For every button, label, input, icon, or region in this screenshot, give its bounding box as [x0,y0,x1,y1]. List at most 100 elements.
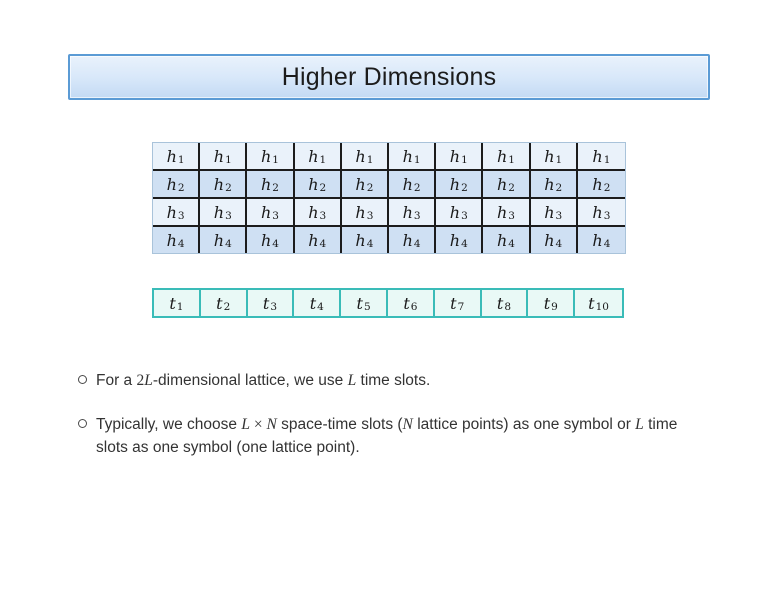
text-segment: For a [96,372,137,389]
math-subscript: 1 [508,154,515,166]
math-base: h [592,230,603,250]
text-segment: space-time slots ( [276,416,403,433]
math-base: h [308,230,319,250]
math-subscript: 1 [176,301,184,313]
math-segment: L [635,416,644,433]
math-subscript: 7 [457,301,465,313]
math-subscript: 6 [410,301,418,313]
math-base: h [496,174,508,194]
math-segment: × [249,416,267,433]
math-base: h [544,146,555,166]
math-subscript: 3 [461,210,468,222]
math-base: t [262,293,270,313]
math-base: h [260,174,272,194]
math-subscript: 10 [595,301,609,313]
text-segment: Typically, we choose [96,416,242,433]
bullet-item: For a 2L-dimensional lattice, we use L t… [78,369,708,392]
math-subscript: 3 [508,210,515,222]
math-base: h [355,146,366,166]
math-subscript: 4 [225,238,232,250]
math-subscript: 4 [461,238,468,250]
math-subscript: 1 [461,154,468,166]
math-base: h [402,174,413,194]
math-subscript: 2 [461,182,468,194]
math-subscript: 1 [413,154,421,166]
text-segment: lattice points) as one symbol or [412,416,636,433]
math-subscript: 4 [177,238,185,250]
math-subscript: 1 [603,154,611,166]
math-subscript: 4 [603,238,611,250]
math-segment: L [144,372,153,389]
math-subscript: 2 [319,182,327,194]
math-subscript: 2 [223,301,231,313]
math-base: t [309,293,317,313]
math-subscript: 9 [551,301,558,313]
math-base: h [213,146,225,166]
math-subscript: 1 [272,154,279,166]
math-subscript: 3 [603,210,611,222]
math-base: h [449,174,461,194]
math-base: h [402,202,413,222]
math-base: h [496,230,508,250]
math-base: t [588,293,595,313]
math-subscript: 4 [413,238,421,250]
math-base: h [449,230,461,250]
math-base: t [403,293,410,313]
math-base: h [592,174,603,194]
math-subscript: 2 [413,182,421,194]
math-subscript: 4 [508,238,515,250]
text-segment: time slots. [356,372,431,389]
math-subscript: 1 [555,154,563,166]
math-subscript: 4 [317,301,324,313]
math-subscript: 2 [603,182,611,194]
t-cell: t 10 [575,290,622,316]
math-subscript: 1 [225,154,232,166]
math-base: h [496,146,508,166]
math-base: h [496,202,508,222]
math-subscript: 4 [272,238,279,250]
circle-bullet-icon [78,419,87,428]
math-segment: 2 [136,372,145,389]
math-segment: N [402,416,413,433]
math-base: h [355,174,366,194]
math-subscript: 2 [272,182,279,194]
math-base: t [543,293,551,313]
math-subscript: 3 [177,210,185,222]
math-base: h [544,202,555,222]
math-base: h [402,230,413,250]
math-subscript: 2 [555,182,563,194]
math-subscript: 2 [177,182,185,194]
t-table: t 1 t 2 t 3 t 4 t 5 t 6 t 7 t 8 t 9 t 10 [152,288,624,318]
